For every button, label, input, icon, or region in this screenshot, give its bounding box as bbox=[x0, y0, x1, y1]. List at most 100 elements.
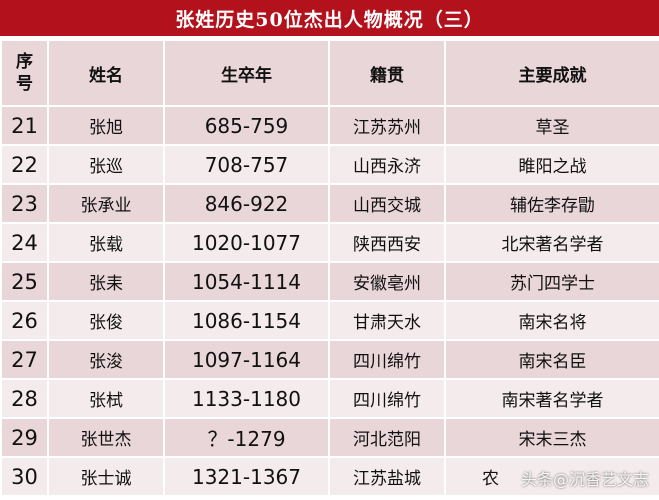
cell-origin: 安徽亳州 bbox=[328, 261, 446, 302]
cell-origin: 陕西西安 bbox=[328, 222, 446, 263]
cell-name: 张巡 bbox=[47, 144, 165, 185]
achievement-text: 宋末三杰 bbox=[518, 430, 587, 450]
cell-years: 1054-1114 bbox=[163, 261, 330, 302]
origin-text: 陕西西安 bbox=[353, 235, 421, 255]
origin-text: 四川绵竹 bbox=[353, 391, 421, 411]
cell-origin: 山西交城 bbox=[328, 183, 446, 224]
cell-origin: 甘肃天水 bbox=[328, 300, 446, 341]
num-text: 26 bbox=[11, 308, 38, 333]
cell-years: 708-757 bbox=[163, 144, 330, 185]
name-text: 张世杰 bbox=[80, 430, 132, 450]
cell-years: ？-1279 bbox=[163, 417, 330, 458]
table-row: 22 张巡 708-757 山西永济 睢阳之战 bbox=[0, 144, 659, 185]
years-text: 846-922 bbox=[204, 191, 289, 216]
cell-name: 张世杰 bbox=[47, 417, 165, 458]
cell-achievement: 南宋名臣 bbox=[444, 339, 659, 380]
cell-achievement: 南宋名将 bbox=[444, 300, 659, 341]
achievement-text: 南宋名臣 bbox=[518, 352, 587, 372]
cell-num: 26 bbox=[0, 300, 49, 341]
name-text: 张浚 bbox=[89, 352, 123, 372]
cell-achievement: 农 头条@沉香艺文志 bbox=[444, 456, 659, 497]
achievement-text: 农 bbox=[482, 469, 499, 489]
cell-num: 24 bbox=[0, 222, 49, 263]
achievement-text: 苏门四学士 bbox=[510, 274, 595, 294]
header-name: 姓名 bbox=[47, 39, 165, 107]
years-text: 708-757 bbox=[204, 152, 289, 177]
name-text: 张巡 bbox=[89, 157, 123, 177]
cell-num: 27 bbox=[0, 339, 49, 380]
origin-text: 江苏苏州 bbox=[353, 118, 421, 138]
cell-num: 25 bbox=[0, 261, 49, 302]
cell-years: 1020-1077 bbox=[163, 222, 330, 263]
cell-name: 张士诚 bbox=[47, 456, 165, 497]
header-seq-line2: 号 bbox=[16, 74, 33, 94]
origin-text: 山西永济 bbox=[353, 157, 421, 177]
table-row: 23 张承业 846-922 山西交城 辅佐李存勖 bbox=[0, 183, 659, 224]
achievement-text: 睢阳之战 bbox=[518, 157, 587, 177]
years-text: 1097-1164 bbox=[191, 347, 301, 372]
name-text: 张载 bbox=[89, 235, 123, 255]
cell-name: 张俊 bbox=[47, 300, 165, 341]
years-text: 1321-1367 bbox=[191, 464, 301, 489]
num-text: 24 bbox=[11, 230, 38, 255]
years-text: 685-759 bbox=[204, 113, 289, 138]
table-row: 30 张士诚 1321-1367 江苏盐城 农 头条@沉香艺文志 bbox=[0, 456, 659, 497]
cell-achievement: 辅佐李存勖 bbox=[444, 183, 659, 224]
cell-years: 846-922 bbox=[163, 183, 330, 224]
num-text: 21 bbox=[11, 113, 38, 138]
table-row: 27 张浚 1097-1164 四川绵竹 南宋名臣 bbox=[0, 339, 659, 380]
header-seq: 序号 bbox=[0, 39, 49, 107]
name-text: 张俊 bbox=[89, 313, 123, 333]
figures-table: 序号 姓名 生卒年 籍贯 主要成就 21 张旭 685-759 江苏苏州 草圣 22 张巡 7… bbox=[0, 39, 659, 497]
cell-origin: 山西永济 bbox=[328, 144, 446, 185]
cell-achievement: 苏门四学士 bbox=[444, 261, 659, 302]
cell-origin: 江苏盐城 bbox=[328, 456, 446, 497]
origin-text: 江苏盐城 bbox=[353, 469, 421, 489]
header-years: 生卒年 bbox=[163, 39, 330, 107]
name-text: 张耒 bbox=[89, 274, 123, 294]
name-text: 张栻 bbox=[89, 391, 123, 411]
origin-text: 河北范阳 bbox=[353, 430, 421, 450]
origin-text: 甘肃天水 bbox=[353, 313, 421, 333]
cell-name: 张栻 bbox=[47, 378, 165, 419]
cell-origin: 河北范阳 bbox=[328, 417, 446, 458]
years-text: 1020-1077 bbox=[191, 230, 301, 255]
cell-name: 张旭 bbox=[47, 105, 165, 146]
table-row: 26 张俊 1086-1154 甘肃天水 南宋名将 bbox=[0, 300, 659, 341]
achievement-text: 辅佐李存勖 bbox=[510, 196, 595, 216]
cell-num: 21 bbox=[0, 105, 49, 146]
cell-achievement: 睢阳之战 bbox=[444, 144, 659, 185]
header-achievement: 主要成就 bbox=[444, 39, 659, 107]
cell-name: 张载 bbox=[47, 222, 165, 263]
num-text: 27 bbox=[11, 347, 38, 372]
cell-years: 1097-1164 bbox=[163, 339, 330, 380]
achievement-text: 草圣 bbox=[535, 118, 570, 138]
cell-years: 1133-1180 bbox=[163, 378, 330, 419]
cell-num: 28 bbox=[0, 378, 49, 419]
table-row: 28 张栻 1133-1180 四川绵竹 南宋著名学者 bbox=[0, 378, 659, 419]
cell-achievement: 北宋著名学者 bbox=[444, 222, 659, 263]
cell-origin: 江苏苏州 bbox=[328, 105, 446, 146]
num-text: 23 bbox=[11, 191, 38, 216]
cell-origin: 四川绵竹 bbox=[328, 378, 446, 419]
achievement-text: 南宋著名学者 bbox=[501, 391, 604, 411]
num-text: 25 bbox=[11, 269, 38, 294]
achievement-text: 北宋著名学者 bbox=[501, 235, 604, 255]
cell-achievement: 宋末三杰 bbox=[444, 417, 659, 458]
header-origin: 籍贯 bbox=[328, 39, 446, 107]
table-row: 29 张世杰 ？-1279 河北范阳 宋末三杰 bbox=[0, 417, 659, 458]
years-text: 1086-1154 bbox=[191, 308, 301, 333]
table-row: 21 张旭 685-759 江苏苏州 草圣 bbox=[0, 105, 659, 146]
num-text: 28 bbox=[11, 386, 38, 411]
table-row: 25 张耒 1054-1114 安徽亳州 苏门四学士 bbox=[0, 261, 659, 302]
years-text: 1133-1180 bbox=[191, 386, 301, 411]
cell-years: 1321-1367 bbox=[163, 456, 330, 497]
header-seq-line1: 序 bbox=[16, 51, 33, 72]
cell-name: 张耒 bbox=[47, 261, 165, 302]
achievement-text: 南宋名将 bbox=[518, 313, 587, 333]
cell-achievement: 草圣 bbox=[444, 105, 659, 146]
table-title: 张姓历史50位杰出人物概况（三） bbox=[0, 0, 659, 36]
num-text: 30 bbox=[11, 464, 38, 489]
years-text: ？-1279 bbox=[207, 427, 286, 451]
cell-years: 1086-1154 bbox=[163, 300, 330, 341]
